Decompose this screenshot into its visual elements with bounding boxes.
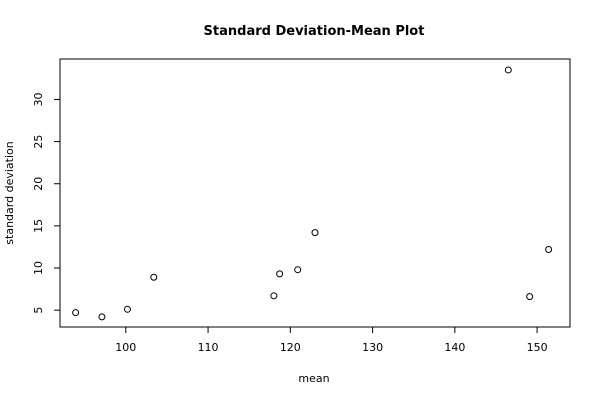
y-tick-label: 30 <box>32 92 45 106</box>
x-tick-label: 110 <box>198 341 219 354</box>
y-axis: 5 10 15 20 25 30 <box>32 92 61 314</box>
data-point <box>526 293 534 301</box>
data-points <box>72 66 553 321</box>
y-tick-label: 20 <box>32 177 45 191</box>
plot-area-frame <box>59 58 571 328</box>
data-point <box>123 305 131 313</box>
x-tick-label: 140 <box>444 341 465 354</box>
data-point <box>150 273 158 281</box>
chart-title: Standard Deviation-Mean Plot <box>204 24 425 39</box>
y-tick-label: 5 <box>32 307 45 314</box>
x-tick-label: 150 <box>527 341 548 354</box>
y-tick-label: 10 <box>32 261 45 275</box>
data-point <box>545 245 553 253</box>
x-tick-label: 130 <box>362 341 383 354</box>
y-axis-label: standard deviation <box>3 141 16 244</box>
data-point <box>311 229 319 237</box>
x-axis-label: mean <box>298 372 329 385</box>
y-tick-label: 25 <box>32 135 45 149</box>
x-axis: 100 110 120 130 140 150 <box>115 326 548 354</box>
data-point <box>504 66 512 74</box>
data-point <box>270 292 278 300</box>
data-point <box>294 266 302 274</box>
data-point <box>98 313 106 321</box>
x-tick-label: 120 <box>280 341 301 354</box>
data-point <box>276 270 284 278</box>
y-tick-label: 15 <box>32 219 45 233</box>
x-tick-label: 100 <box>115 341 136 354</box>
data-point <box>72 309 80 317</box>
